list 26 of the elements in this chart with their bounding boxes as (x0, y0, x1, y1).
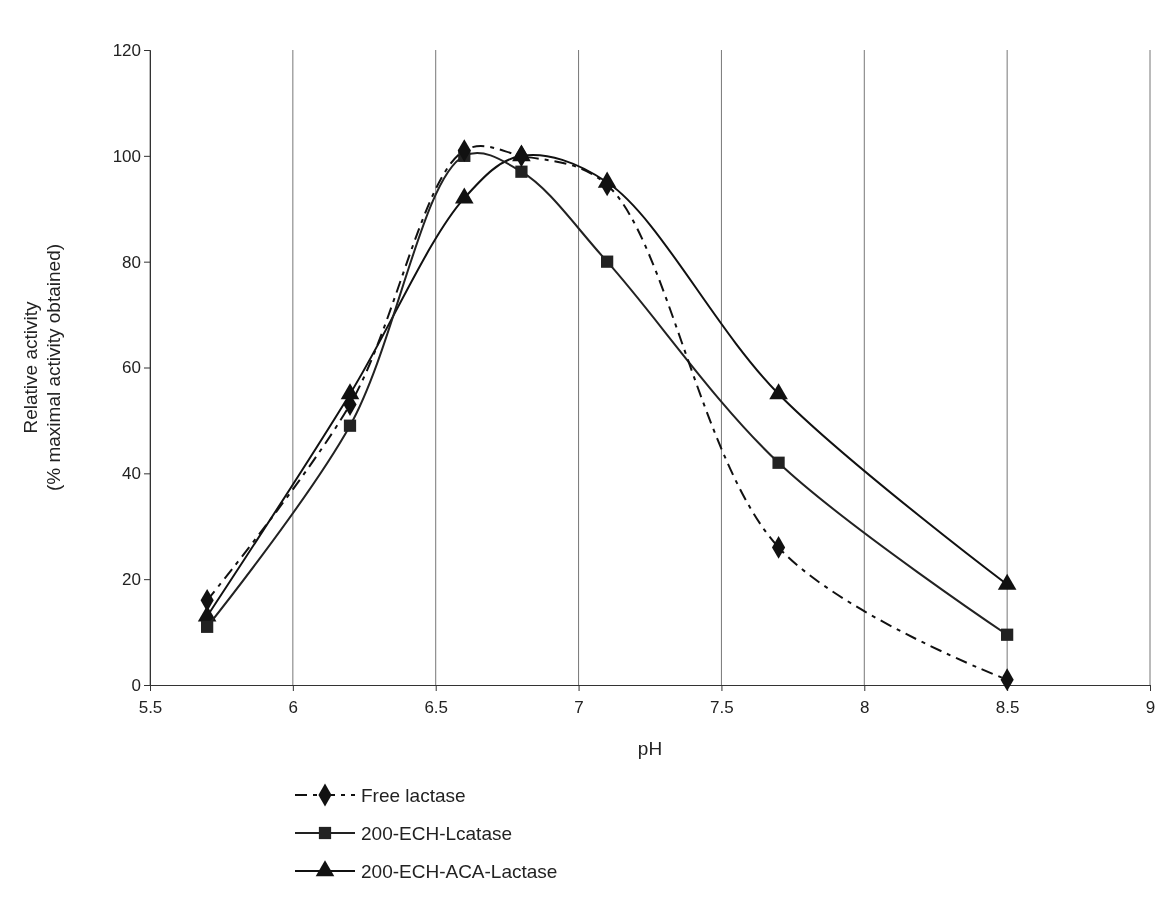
y-tick-label: 60 (122, 358, 141, 378)
point (772, 456, 785, 469)
x-tick-label: 6 (288, 697, 299, 717)
point (601, 255, 614, 268)
legend-label: 200-ECH-Lcatase (361, 822, 513, 844)
y-tick-label: 20 (122, 570, 141, 590)
x-tick-label: 8 (860, 697, 870, 717)
x-tick-label: 7.5 (710, 697, 734, 717)
x-tick-label: 8.5 (995, 697, 1020, 717)
y-tick-label: 40 (122, 464, 141, 484)
y-axis-title: Relative activity (% maximal activity obtained) (20, 243, 65, 492)
point (515, 165, 528, 178)
point (201, 620, 214, 633)
y-tick-label: 120 (112, 40, 141, 60)
x-tick-label: 7 (574, 697, 584, 717)
x-tick-label: 9 (1145, 697, 1156, 717)
y-tick-label: 100 (112, 146, 141, 166)
point (343, 419, 357, 432)
x-tick-label: 5.5 (138, 697, 163, 717)
legend-label: 200-ECH-ACA-Lactase (361, 860, 558, 882)
y-tick-label: 0 (131, 675, 141, 695)
x-axis-title: pH (637, 738, 663, 759)
x-tick-label: 6.5 (424, 697, 449, 717)
legend-label: Free lactase (361, 784, 466, 806)
y-tick-label: 80 (122, 252, 141, 272)
point (1001, 628, 1014, 641)
